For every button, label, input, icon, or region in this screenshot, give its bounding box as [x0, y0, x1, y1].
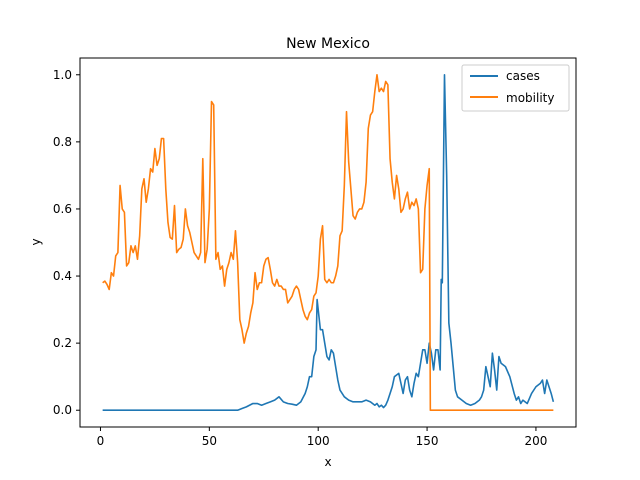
- y-axis-label: y: [29, 238, 43, 245]
- x-tick-label: 200: [524, 434, 547, 448]
- x-tick-label: 50: [202, 434, 217, 448]
- y-tick-label: 0.4: [53, 269, 72, 283]
- chart-title: New Mexico: [286, 36, 370, 52]
- y-axis-ticks: 0.0 0.2 0.4 0.6 0.8 1.0: [53, 68, 80, 417]
- x-tick-label: 150: [416, 434, 439, 448]
- y-tick-label: 0.2: [53, 336, 72, 350]
- series-line-mobility: [102, 73, 554, 412]
- y-tick-label: 0.8: [53, 135, 72, 149]
- axes-frame: [79, 57, 577, 428]
- x-axis-ticks: 0 50 100 150 200: [97, 427, 547, 448]
- x-tick-label: 0: [97, 434, 105, 448]
- y-tick-label: 1.0: [53, 68, 72, 82]
- x-tick-label: 100: [307, 434, 330, 448]
- legend-label-cases: cases: [506, 69, 540, 83]
- legend-label-mobility: mobility: [506, 91, 554, 105]
- legend: cases mobility: [461, 64, 570, 112]
- plot-lines: [102, 73, 555, 412]
- series-line-cases: [102, 73, 555, 412]
- y-tick-label: 0.0: [53, 403, 72, 417]
- y-tick-label: 0.6: [53, 202, 72, 216]
- x-axis-label: x: [324, 455, 331, 469]
